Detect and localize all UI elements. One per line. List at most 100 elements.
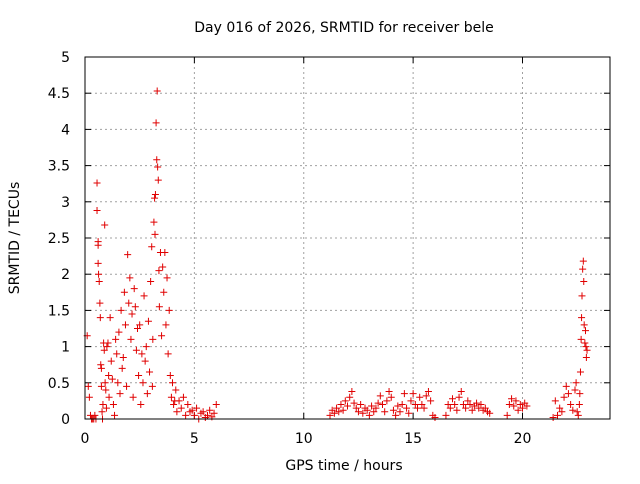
data-point bbox=[481, 404, 489, 412]
data-point bbox=[392, 411, 400, 419]
data-point bbox=[160, 288, 168, 296]
data-point bbox=[95, 270, 103, 278]
data-point bbox=[560, 393, 568, 401]
data-point bbox=[514, 406, 522, 414]
data-point bbox=[418, 401, 426, 409]
data-point bbox=[155, 267, 163, 275]
data-point bbox=[582, 353, 590, 361]
data-point bbox=[510, 402, 518, 410]
data-point bbox=[96, 299, 104, 307]
data-point bbox=[94, 259, 102, 267]
data-point bbox=[414, 404, 421, 412]
data-point bbox=[411, 401, 419, 409]
data-point bbox=[576, 368, 584, 376]
data-point bbox=[212, 401, 220, 409]
data-point bbox=[348, 387, 356, 395]
data-point bbox=[163, 274, 171, 282]
data-point bbox=[112, 335, 120, 343]
data-point bbox=[512, 397, 520, 405]
data-point bbox=[407, 397, 415, 405]
plot-frame bbox=[84, 56, 611, 420]
data-point bbox=[350, 399, 358, 407]
data-point bbox=[466, 401, 474, 409]
data-point bbox=[97, 382, 105, 390]
data-point bbox=[125, 299, 133, 307]
data-point bbox=[575, 401, 583, 409]
data-point bbox=[516, 401, 524, 409]
data-point bbox=[385, 387, 393, 395]
data-point bbox=[184, 401, 192, 409]
data-point bbox=[444, 401, 452, 409]
data-point bbox=[558, 408, 566, 416]
data-point bbox=[330, 409, 338, 417]
data-point bbox=[149, 335, 157, 343]
data-point bbox=[583, 346, 591, 354]
data-point bbox=[357, 401, 365, 409]
data-point bbox=[571, 386, 579, 394]
x-tick-label: 0 bbox=[81, 431, 90, 447]
data-point bbox=[188, 406, 196, 414]
data-point bbox=[113, 350, 121, 358]
data-point bbox=[109, 401, 117, 409]
data-point bbox=[154, 176, 162, 184]
data-point bbox=[400, 390, 408, 398]
data-point bbox=[339, 406, 347, 414]
data-point bbox=[106, 314, 114, 322]
x-tick-label: 20 bbox=[514, 431, 532, 447]
data-point bbox=[161, 248, 169, 256]
data-point bbox=[464, 397, 472, 405]
data-point bbox=[105, 372, 113, 380]
data-point bbox=[167, 393, 175, 401]
data-point bbox=[486, 409, 494, 417]
data-point bbox=[370, 408, 378, 416]
data-point bbox=[103, 343, 111, 351]
data-point bbox=[446, 404, 454, 412]
y-tick-label: 4.5 bbox=[48, 86, 70, 102]
data-point bbox=[139, 379, 147, 387]
data-point bbox=[574, 411, 582, 419]
data-point bbox=[580, 277, 588, 285]
data-point bbox=[422, 392, 430, 400]
y-tick-label: 4 bbox=[61, 122, 70, 138]
data-point bbox=[346, 393, 354, 401]
data-point bbox=[341, 397, 349, 405]
data-point bbox=[147, 277, 155, 285]
y-tick-label: 2.5 bbox=[48, 231, 70, 247]
data-point bbox=[582, 327, 589, 335]
data-point bbox=[136, 321, 144, 329]
data-point bbox=[193, 404, 201, 412]
data-point bbox=[151, 191, 159, 199]
data-point bbox=[96, 314, 104, 322]
data-point bbox=[381, 408, 389, 416]
data-point bbox=[582, 343, 590, 351]
data-point bbox=[97, 364, 105, 372]
data-point bbox=[372, 404, 380, 412]
data-point bbox=[572, 379, 580, 387]
data-point bbox=[93, 206, 101, 214]
data-point bbox=[135, 372, 143, 380]
x-tick-label: 10 bbox=[295, 431, 313, 447]
data-point bbox=[394, 402, 402, 410]
data-point bbox=[104, 339, 112, 347]
data-point bbox=[398, 401, 406, 409]
data-point bbox=[556, 404, 564, 412]
y-tick-label: 1 bbox=[61, 340, 70, 356]
data-point bbox=[453, 406, 461, 414]
x-axis-ticks: 0 5 10 15 20 bbox=[81, 57, 532, 447]
data-point bbox=[95, 277, 103, 285]
data-point bbox=[383, 397, 391, 405]
y-tick-label: 2 bbox=[61, 267, 70, 283]
y-tick-label: 0 bbox=[61, 412, 70, 428]
data-point bbox=[199, 408, 207, 416]
data-point bbox=[152, 119, 160, 127]
data-point bbox=[173, 408, 181, 416]
data-point bbox=[98, 408, 106, 416]
data-point bbox=[144, 317, 152, 325]
y-tick-label: 0.5 bbox=[48, 376, 70, 392]
data-point bbox=[352, 404, 360, 412]
data-point bbox=[151, 194, 159, 202]
data-point bbox=[354, 408, 362, 416]
data-point bbox=[100, 346, 108, 354]
data-point bbox=[165, 306, 173, 314]
data-point bbox=[424, 387, 432, 395]
